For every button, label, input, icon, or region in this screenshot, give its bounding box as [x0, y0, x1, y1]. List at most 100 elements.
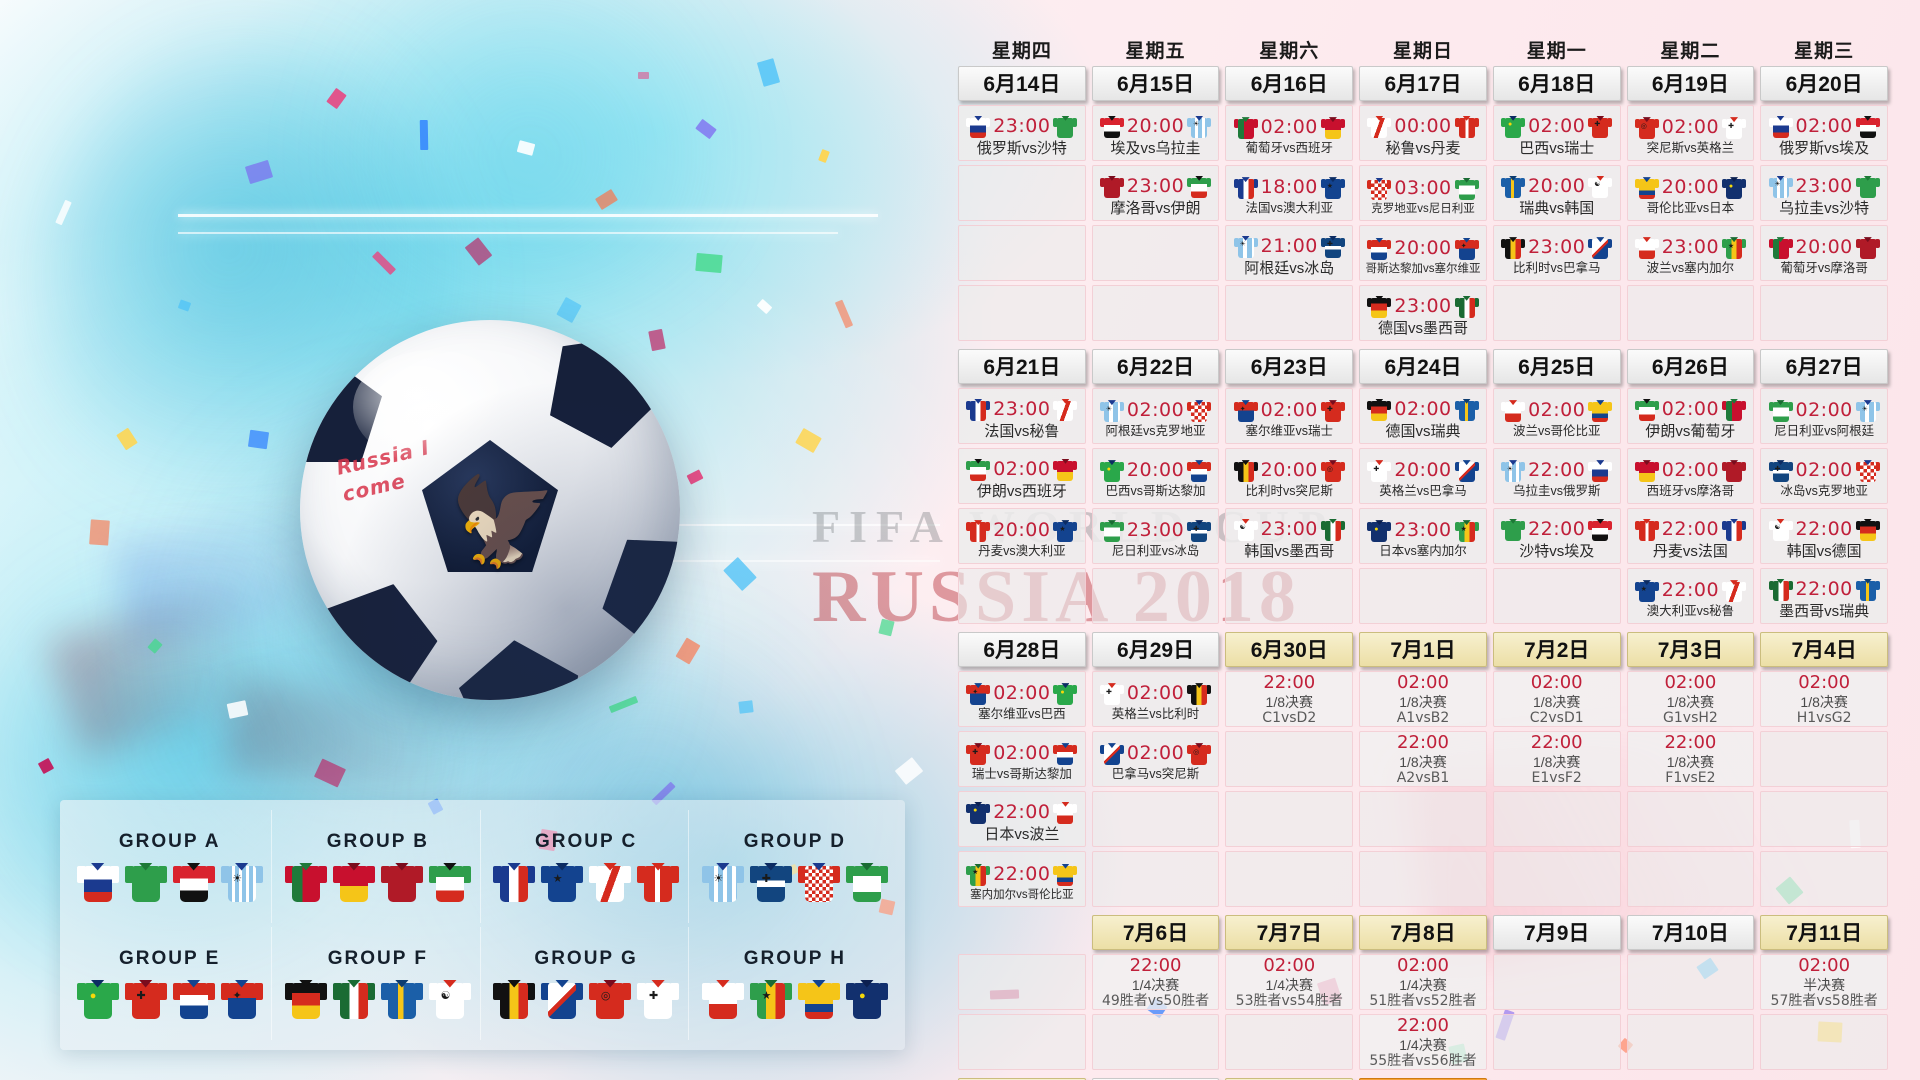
match-cell[interactable]: 20:00 ★ 丹麦vs澳大利亚 [958, 508, 1086, 564]
match-cell[interactable]: ☀ 22:00 乌拉圭vs俄罗斯 [1492, 448, 1621, 504]
match-cell[interactable]: ☀ 21:00 ✚ 阿根廷vs冰岛 [1225, 225, 1354, 281]
match-cell[interactable]: ✚ 02:00 英格兰vs比利时 [1091, 671, 1220, 727]
date-cell-6月28日[interactable]: 6月28日 [958, 632, 1086, 667]
match-cell[interactable]: ✚ 20:00 英格兰vs巴拿马 [1359, 448, 1487, 504]
match-cell[interactable]: 02:00 伊朗vs西班牙 [958, 448, 1086, 504]
match-cell[interactable]: 23:00 比利时vs巴拿马 [1492, 225, 1621, 281]
date-cell-7月11日[interactable]: 7月11日 [1760, 915, 1888, 950]
match-cell[interactable]: 02:00 俄罗斯vs埃及 [1760, 105, 1888, 161]
date-cell-7月6日[interactable]: 7月6日 [1091, 915, 1220, 950]
group-box-h[interactable]: GROUP H ★ ● [693, 927, 897, 1040]
date-cell-6月27日[interactable]: 6月27日 [1760, 349, 1888, 384]
date-cell-7月10日[interactable]: 7月10日 [1626, 915, 1755, 950]
knockout-match-cell[interactable]: 22:00 1/8决赛 E1vsF2 [1492, 731, 1621, 787]
date-cell-7月9日[interactable]: 7月9日 [1492, 915, 1621, 950]
match-cell[interactable]: 03:00 克罗地亚vs尼日利亚 [1359, 165, 1487, 221]
date-cell-7月14日[interactable]: 7月14日 [1225, 1078, 1354, 1080]
date-cell-7月8日[interactable]: 7月8日 [1359, 915, 1487, 950]
match-cell[interactable]: 02:00 ☀ 尼日利亚vs阿根廷 [1760, 388, 1888, 444]
match-cell[interactable]: 20:00 ● 哥伦比亚vs日本 [1626, 165, 1755, 221]
match-cell[interactable]: 00:00 秘鲁vs丹麦 [1359, 105, 1487, 161]
date-cell-7月12日[interactable]: 7月12日 [958, 1078, 1086, 1080]
date-cell-6月23日[interactable]: 6月23日 [1225, 349, 1354, 384]
match-cell[interactable]: 20:00 ☀ 埃及vs乌拉圭 [1091, 105, 1220, 161]
date-cell-6月26日[interactable]: 6月26日 [1626, 349, 1755, 384]
group-box-a[interactable]: GROUP A ☀ [68, 810, 273, 923]
date-cell-7月4日[interactable]: 7月4日 [1760, 632, 1888, 667]
match-cell[interactable]: ☀ 23:00 乌拉圭vs沙特 [1760, 165, 1888, 221]
match-cell[interactable]: 20:00 葡萄牙vs摩洛哥 [1760, 225, 1888, 281]
match-cell[interactable]: 23:00 德国vs墨西哥 [1359, 285, 1487, 341]
match-cell[interactable]: ● 02:00 ✚ 巴西vs瑞士 [1492, 105, 1621, 161]
knockout-match-cell[interactable]: 02:00 1/4决赛 51胜者vs52胜者 [1359, 954, 1487, 1010]
match-cell[interactable]: ● 22:00 日本vs波兰 [958, 791, 1086, 847]
date-cell-6月14日[interactable]: 6月14日 [958, 66, 1086, 101]
knockout-match-cell[interactable]: 22:00 1/4决赛 55胜者vs56胜者 [1359, 1014, 1487, 1070]
match-cell[interactable]: 22:00 沙特vs埃及 [1492, 508, 1621, 564]
date-cell-6月21日[interactable]: 6月21日 [958, 349, 1086, 384]
match-cell[interactable]: ★ 22:00 塞内加尔vs哥伦比亚 [958, 851, 1086, 907]
match-cell[interactable]: ☯ 22:00 韩国vs德国 [1760, 508, 1888, 564]
date-cell-7月15日[interactable]: 7月15日 [1359, 1078, 1487, 1080]
match-cell[interactable]: 18:00 ★ 法国vs澳大利亚 [1225, 165, 1354, 221]
match-cell[interactable]: 22:00 墨西哥vs瑞典 [1760, 568, 1888, 624]
match-cell[interactable]: 20:00 ✦ 哥斯达黎加vs塞尔维亚 [1359, 225, 1487, 281]
group-box-g[interactable]: GROUP G ◎ ✚ [485, 927, 689, 1040]
group-box-f[interactable]: GROUP F ☯ [276, 927, 481, 1040]
match-cell[interactable]: 02:00 葡萄牙vs西班牙 [1225, 105, 1354, 161]
match-cell[interactable]: 20:00 ◎ 比利时vs突尼斯 [1225, 448, 1354, 504]
group-box-c[interactable]: GROUP C ★ [485, 810, 689, 923]
date-cell-6月24日[interactable]: 6月24日 [1359, 349, 1487, 384]
knockout-match-cell[interactable]: 22:00 1/8决赛 A2vsB1 [1359, 731, 1487, 787]
date-cell-6月30日[interactable]: 6月30日 [1225, 632, 1354, 667]
knockout-match-cell[interactable]: 02:00 1/8决赛 H1vsG2 [1760, 671, 1888, 727]
date-cell-7月1日[interactable]: 7月1日 [1359, 632, 1487, 667]
match-cell[interactable]: 23:00 摩洛哥vs伊朗 [1091, 165, 1220, 221]
match-cell[interactable]: ● 23:00 ★ 日本vs塞内加尔 [1359, 508, 1487, 564]
knockout-match-cell[interactable]: 22:00 1/8决赛 C1vsD2 [1225, 671, 1354, 727]
match-cell[interactable]: 22:00 丹麦vs法国 [1626, 508, 1755, 564]
match-cell[interactable]: 02:00 波兰vs哥伦比亚 [1492, 388, 1621, 444]
date-cell-6月29日[interactable]: 6月29日 [1091, 632, 1220, 667]
match-cell[interactable]: ✚ 02:00 瑞士vs哥斯达黎加 [958, 731, 1086, 787]
date-cell-6月17日[interactable]: 6月17日 [1359, 66, 1487, 101]
knockout-match-cell[interactable]: 02:00 半决赛 57胜者vs58胜者 [1760, 954, 1888, 1010]
match-cell[interactable]: 02:00 伊朗vs葡萄牙 [1626, 388, 1755, 444]
group-box-b[interactable]: GROUP B [276, 810, 481, 923]
date-cell-6月18日[interactable]: 6月18日 [1492, 66, 1621, 101]
knockout-match-cell[interactable]: 02:00 1/8决赛 C2vsD1 [1492, 671, 1621, 727]
match-cell[interactable]: ☀ 02:00 阿根廷vs克罗地亚 [1091, 388, 1220, 444]
date-cell-7月2日[interactable]: 7月2日 [1492, 632, 1621, 667]
date-cell-6月16日[interactable]: 6月16日 [1225, 66, 1354, 101]
date-cell-6月25日[interactable]: 6月25日 [1492, 349, 1621, 384]
match-cell[interactable]: 23:00 法国vs秘鲁 [958, 388, 1086, 444]
knockout-match-cell[interactable]: 22:00 1/4决赛 49胜者vs50胜者 [1091, 954, 1220, 1010]
date-cell-6月15日[interactable]: 6月15日 [1091, 66, 1220, 101]
date-cell-7月3日[interactable]: 7月3日 [1626, 632, 1755, 667]
knockout-match-cell[interactable]: 02:00 1/8决赛 G1vsH2 [1626, 671, 1755, 727]
date-cell-7月13日[interactable]: 7月13日 [1091, 1078, 1220, 1080]
match-cell[interactable]: ✦ 02:00 ✚ 塞尔维亚vs瑞士 [1225, 388, 1354, 444]
knockout-match-cell[interactable]: 02:00 1/4决赛 53胜者vs54胜者 [1225, 954, 1354, 1010]
knockout-match-cell[interactable]: 22:00 1/8决赛 F1vsE2 [1626, 731, 1755, 787]
knockout-match-cell[interactable]: 02:00 1/8决赛 A1vsB2 [1359, 671, 1487, 727]
match-cell[interactable]: 20:00 ☯ 瑞典vs韩国 [1492, 165, 1621, 221]
match-cell[interactable]: 23:00 俄罗斯vs沙特 [958, 105, 1086, 161]
date-cell-6月22日[interactable]: 6月22日 [1091, 349, 1220, 384]
match-cell[interactable]: ★ 22:00 澳大利亚vs秘鲁 [1626, 568, 1755, 624]
match-cell[interactable]: 02:00 德国vs瑞典 [1359, 388, 1487, 444]
match-cell[interactable]: ✚ 02:00 冰岛vs克罗地亚 [1760, 448, 1888, 504]
match-cell[interactable]: ✦ 02:00 ● 塞尔维亚vs巴西 [958, 671, 1086, 727]
date-cell-7月7日[interactable]: 7月7日 [1225, 915, 1354, 950]
match-cell[interactable]: 02:00 ◎ 巴拿马vs突尼斯 [1091, 731, 1220, 787]
match-cell[interactable]: 23:00 ★ 波兰vs塞内加尔 [1626, 225, 1755, 281]
match-cell[interactable]: 02:00 西班牙vs摩洛哥 [1626, 448, 1755, 504]
group-box-e[interactable]: GROUP E ● ✚ ✦ [68, 927, 273, 1040]
match-cell[interactable]: ☯ 23:00 韩国vs墨西哥 [1225, 508, 1354, 564]
group-box-d[interactable]: GROUP D ☀ ✚ [693, 810, 897, 923]
match-cell[interactable]: ◎ 02:00 ✚ 突尼斯vs英格兰 [1626, 105, 1755, 161]
date-cell-6月19日[interactable]: 6月19日 [1626, 66, 1755, 101]
match-cell[interactable]: 23:00 ✚ 尼日利亚vs冰岛 [1091, 508, 1220, 564]
match-cell[interactable]: ● 20:00 巴西vs哥斯达黎加 [1091, 448, 1220, 504]
date-cell-6月20日[interactable]: 6月20日 [1760, 66, 1888, 101]
